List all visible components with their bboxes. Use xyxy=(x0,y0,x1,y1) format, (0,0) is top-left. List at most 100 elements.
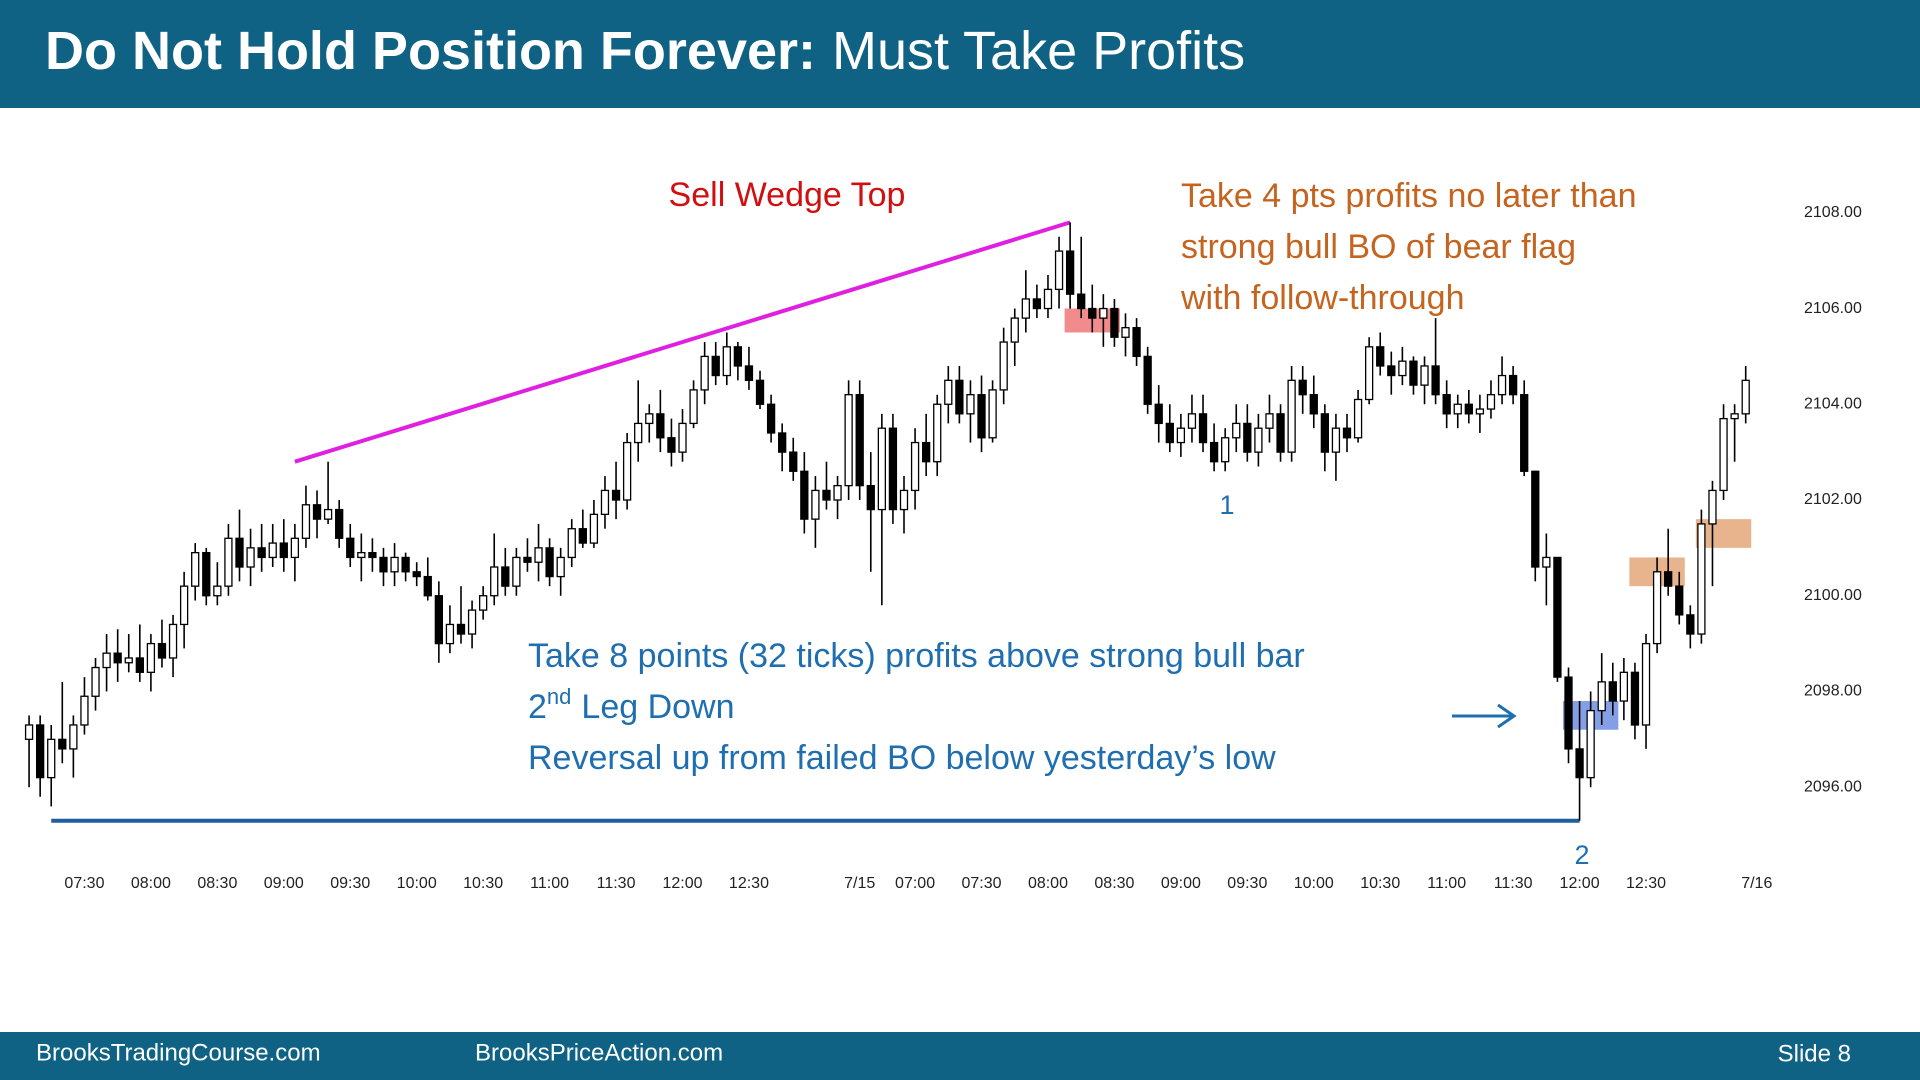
candle-body xyxy=(357,552,366,559)
candle-body xyxy=(1232,422,1241,439)
candle-body xyxy=(1664,571,1673,587)
candle-body xyxy=(1531,470,1540,568)
x-tick-label: 08:30 xyxy=(197,875,237,892)
candle-body xyxy=(1287,379,1296,453)
candle-body xyxy=(722,346,731,377)
candle-body xyxy=(789,451,798,472)
candle-body xyxy=(888,427,898,511)
candle-body xyxy=(1420,365,1429,386)
candle-body xyxy=(1719,417,1728,492)
x-tick-label: 11:30 xyxy=(1494,875,1533,892)
candle-body xyxy=(1021,298,1030,319)
candle-body xyxy=(1387,365,1396,377)
candle-body xyxy=(689,389,698,425)
candle-body xyxy=(301,504,311,539)
candle-body xyxy=(922,441,931,463)
candle-body xyxy=(246,547,255,568)
candle-body xyxy=(36,724,45,779)
candle-body xyxy=(1099,307,1108,319)
candle-body xyxy=(1309,394,1318,415)
candle-body xyxy=(1010,317,1019,343)
candle-body xyxy=(1431,365,1440,396)
candle-body xyxy=(1110,307,1119,338)
note-line: strong bull BO of bear flag xyxy=(1181,228,1576,266)
slide-number: Slide 8 xyxy=(1778,1040,1851,1067)
note-part: Leg Down xyxy=(581,688,734,726)
x-tick-label: 07:30 xyxy=(64,875,104,892)
x-tick-label: 12:30 xyxy=(1626,875,1666,892)
candle-body xyxy=(1342,427,1352,439)
candle-body xyxy=(1088,307,1097,319)
footer-bar xyxy=(0,1032,1920,1080)
candle-body xyxy=(1741,379,1750,415)
x-tick-label: 12:00 xyxy=(662,875,702,892)
candle-body xyxy=(1154,403,1163,425)
candle-body xyxy=(1376,346,1385,367)
candle-body xyxy=(766,403,776,434)
header-bar xyxy=(0,0,1920,108)
candle-body xyxy=(1453,403,1462,415)
candle-body xyxy=(1686,614,1695,635)
candle-body xyxy=(1143,355,1152,405)
candle-body xyxy=(634,422,643,444)
candle-body xyxy=(600,489,610,516)
candle-body xyxy=(700,355,709,391)
candle-body xyxy=(944,379,953,405)
candle-body xyxy=(1276,413,1285,453)
candle-body xyxy=(999,341,1008,391)
candle-body xyxy=(47,738,56,779)
candle-body xyxy=(1641,642,1651,726)
candle-body xyxy=(157,642,167,659)
candle-body xyxy=(323,508,333,520)
x-tick-label: 09:00 xyxy=(264,875,304,892)
candle-body xyxy=(1165,422,1174,444)
candle-body xyxy=(1065,250,1075,295)
candle-body xyxy=(213,585,222,597)
candle-body xyxy=(1254,427,1263,453)
y-tick-label: 2108.00 xyxy=(1804,204,1862,221)
x-tick-label: 12:30 xyxy=(729,875,769,892)
note-superscript: nd xyxy=(547,684,571,709)
candle-body xyxy=(490,566,499,597)
candle-body xyxy=(899,489,909,511)
x-tick-label: 12:00 xyxy=(1560,875,1600,892)
candle-body xyxy=(534,547,543,563)
candle-body xyxy=(335,508,344,539)
candle-body xyxy=(1520,394,1529,472)
candle-body xyxy=(1575,748,1584,779)
footer-site: BrooksTradingCourse.com xyxy=(36,1039,321,1066)
candle-body xyxy=(711,355,720,377)
candle-body xyxy=(401,556,410,573)
candle-body xyxy=(1497,374,1507,396)
candle-body xyxy=(1398,360,1407,377)
candle-body xyxy=(1486,394,1496,410)
candle-body xyxy=(257,547,266,559)
note-line: 2nd Leg Down xyxy=(528,684,735,726)
candle-body xyxy=(744,365,754,381)
candle-body xyxy=(224,537,233,587)
candle-body xyxy=(456,623,466,635)
wedge-label: Sell Wedge Top xyxy=(669,176,906,214)
x-tick-label: 08:00 xyxy=(1028,875,1068,892)
y-tick-label: 2100.00 xyxy=(1804,587,1862,604)
x-tick-label: 09:00 xyxy=(1161,875,1201,892)
candle-body xyxy=(645,413,654,425)
candle-body xyxy=(667,437,676,453)
x-tick-label: 07:30 xyxy=(962,875,1002,892)
candle-body xyxy=(1298,379,1307,396)
candle-body xyxy=(113,652,122,664)
candle-body xyxy=(955,379,964,415)
candle-body xyxy=(1198,413,1208,444)
candle-body xyxy=(966,394,975,415)
title-rest: Must Take Profits xyxy=(832,21,1245,81)
candle-body xyxy=(977,394,986,439)
x-tick-label: 07:00 xyxy=(895,875,935,892)
x-tick-label: 11:00 xyxy=(530,875,569,892)
note-line: with follow-through xyxy=(1180,279,1464,317)
candle-body xyxy=(102,652,111,669)
candle-body xyxy=(1221,437,1230,463)
y-tick-label: 2104.00 xyxy=(1804,395,1862,412)
candle-body xyxy=(656,413,665,439)
slide-title: Do Not Hold Position Forever: Must Take P… xyxy=(45,21,1245,81)
y-tick-label: 2102.00 xyxy=(1804,491,1862,508)
